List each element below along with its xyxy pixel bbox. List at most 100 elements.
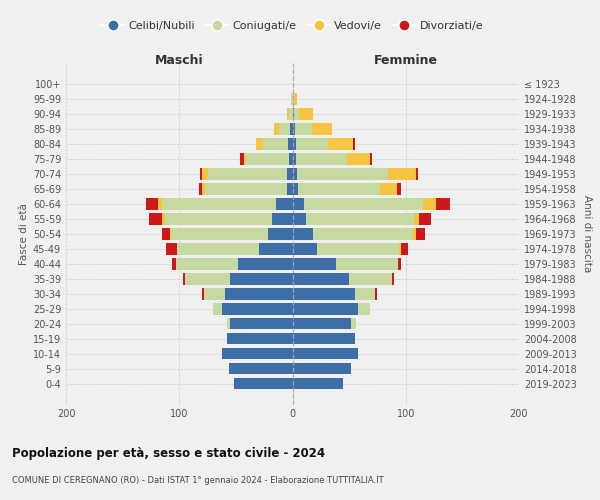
Bar (398, 258, 401, 270)
Bar (293, 93, 297, 104)
Bar (272, 213, 293, 224)
Bar (288, 138, 293, 149)
Bar (149, 213, 162, 224)
Bar (162, 228, 170, 239)
Bar (256, 138, 263, 149)
Bar (292, 93, 293, 104)
Bar (293, 153, 296, 164)
Bar (370, 153, 372, 164)
Bar (176, 258, 238, 270)
Bar (287, 168, 293, 179)
Bar (355, 288, 375, 300)
Text: Popolazione per età, sesso e stato civile - 2024: Popolazione per età, sesso e stato civil… (12, 448, 325, 460)
Bar (279, 123, 290, 134)
Bar (413, 213, 419, 224)
Bar (229, 363, 293, 374)
Text: COMUNE DI CEREGNANO (RO) - Dati ISTAT 1° gennaio 2024 - Elaborazione TUTTITALIA.: COMUNE DI CEREGNANO (RO) - Dati ISTAT 1°… (12, 476, 383, 485)
Bar (328, 138, 353, 149)
Bar (230, 318, 293, 330)
Bar (306, 213, 413, 224)
Bar (380, 183, 397, 194)
Bar (202, 288, 204, 300)
Bar (241, 153, 244, 164)
Bar (222, 348, 293, 360)
Text: Femmine: Femmine (374, 54, 438, 68)
Bar (162, 213, 164, 224)
Bar (293, 108, 299, 120)
Bar (290, 123, 293, 134)
Legend: Celibi/Nubili, Coniugati/e, Vedovi/e, Divorziati/e: Celibi/Nubili, Coniugati/e, Vedovi/e, Di… (97, 16, 488, 36)
Bar (289, 153, 293, 164)
Bar (222, 303, 293, 314)
Bar (162, 198, 275, 209)
Bar (202, 168, 208, 179)
Bar (293, 318, 352, 330)
Bar (297, 168, 388, 179)
Bar (224, 288, 293, 300)
Bar (347, 153, 370, 164)
Bar (200, 168, 202, 179)
Bar (268, 228, 293, 239)
Y-axis label: Anni di nascita: Anni di nascita (582, 195, 592, 272)
Bar (244, 153, 246, 164)
Bar (166, 243, 177, 254)
Bar (293, 228, 313, 239)
Bar (436, 198, 450, 209)
Bar (293, 213, 306, 224)
Bar (275, 198, 293, 209)
Bar (358, 303, 370, 314)
Bar (293, 183, 298, 194)
Bar (238, 258, 293, 270)
Bar (287, 183, 293, 194)
Text: Maschi: Maschi (155, 54, 203, 68)
Bar (293, 243, 317, 254)
Bar (182, 273, 185, 284)
Bar (317, 243, 399, 254)
Bar (293, 378, 343, 390)
Bar (213, 303, 222, 314)
Bar (296, 153, 347, 164)
Bar (293, 123, 295, 134)
Bar (227, 333, 293, 344)
Bar (259, 243, 293, 254)
Bar (399, 243, 401, 254)
Bar (204, 288, 224, 300)
Bar (353, 138, 355, 149)
Bar (312, 123, 332, 134)
Bar (293, 333, 355, 344)
Bar (205, 183, 287, 194)
Bar (416, 228, 425, 239)
Bar (164, 213, 272, 224)
Bar (293, 198, 304, 209)
Bar (335, 258, 398, 270)
Bar (230, 273, 293, 284)
Bar (289, 108, 293, 120)
Bar (295, 123, 312, 134)
Bar (401, 243, 408, 254)
Bar (274, 123, 279, 134)
Bar (158, 198, 162, 209)
Bar (298, 183, 380, 194)
Bar (293, 348, 358, 360)
Bar (352, 318, 356, 330)
Bar (246, 153, 289, 164)
Bar (293, 303, 358, 314)
Bar (313, 228, 413, 239)
Bar (293, 168, 297, 179)
Bar (299, 108, 313, 120)
Bar (263, 138, 288, 149)
Bar (227, 318, 230, 330)
Bar (392, 273, 394, 284)
Bar (233, 378, 293, 390)
Bar (185, 273, 230, 284)
Bar (172, 258, 176, 270)
Bar (293, 288, 355, 300)
Bar (304, 198, 423, 209)
Bar (177, 243, 259, 254)
Bar (293, 363, 352, 374)
Bar (287, 108, 289, 120)
Bar (202, 183, 205, 194)
Bar (413, 228, 416, 239)
Bar (293, 273, 349, 284)
Bar (423, 198, 436, 209)
